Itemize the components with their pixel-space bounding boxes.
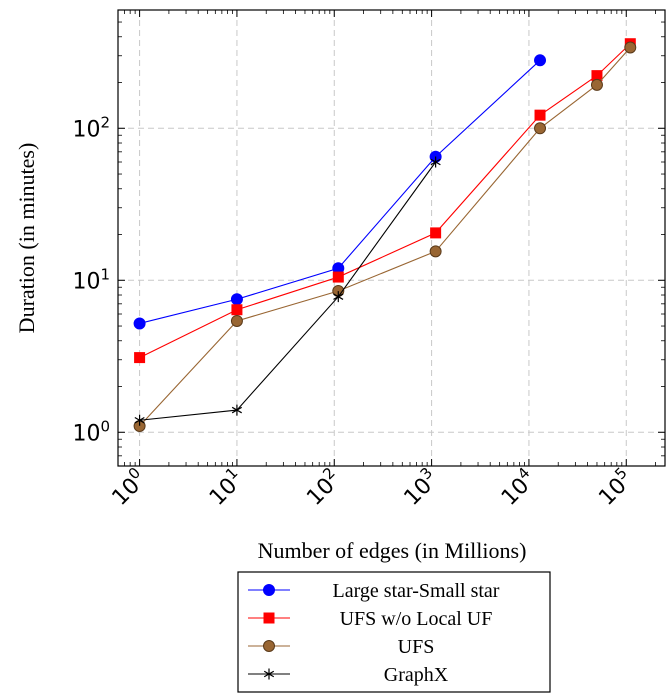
data-point [534,109,546,121]
legend-marker [263,668,275,680]
legend-label: GraphX [384,664,449,686]
series-layer [133,38,637,432]
data-point [134,352,146,364]
data-point [231,304,243,316]
legend-label: UFS [398,636,435,658]
data-point [591,70,603,82]
legend-box [237,571,551,693]
data-point [430,227,442,239]
y-tick-label: 102 [72,113,110,142]
legend-item: GraphX [248,664,449,686]
grid-lines [118,10,665,466]
legend-item: Large star-Small star [248,580,500,602]
x-tick-label: 102 [299,464,346,511]
data-point [230,314,243,327]
x-axis-title: Number of edges (in Millions) [258,538,527,563]
legend-label: Large star-Small star [333,580,500,602]
data-point [333,291,344,303]
data-point [534,54,547,67]
data-point [429,245,442,258]
y-tick-label: 101 [72,265,110,294]
data-point [430,156,441,168]
data-point [332,271,344,283]
series-ufs [133,41,637,432]
data-point [133,317,146,330]
legend-label: UFS w/o Local UF [340,608,493,630]
data-point [134,414,145,426]
y-axis-title: Duration (in minutes) [14,143,39,334]
series-line [139,161,437,421]
y-tick-labels: 100 101 102 [72,113,110,446]
plot-frame [117,9,666,467]
x-tick-label: 100 [105,464,152,511]
x-tick-label: 101 [202,464,249,511]
data-point [590,78,603,91]
series-ufs-w-o-local-uf [134,38,636,364]
legend-marker [263,584,275,596]
data-point [534,122,547,135]
x-tick-labels: 100 101 102 103 104 105 [105,464,638,511]
data-point [231,404,242,416]
x-tick-label: 104 [494,464,541,511]
x-tick-label: 105 [591,464,638,511]
series-line [139,59,541,324]
series-large-star-small-star [133,54,547,330]
legend-item: UFS [248,636,434,658]
legend-marker [263,640,275,652]
y-tick-label: 100 [72,417,110,446]
series-line [139,47,631,427]
x-tick-label: 103 [397,464,444,511]
minor-ticks [117,10,665,467]
series-graphx [134,156,441,426]
legend-marker [263,612,275,624]
legend: Large star-Small star UFS w/o Local UF UFS… [237,571,551,693]
series-line [139,43,631,359]
data-point [230,293,243,306]
legend-item: UFS w/o Local UF [248,608,492,630]
data-point [624,41,637,54]
